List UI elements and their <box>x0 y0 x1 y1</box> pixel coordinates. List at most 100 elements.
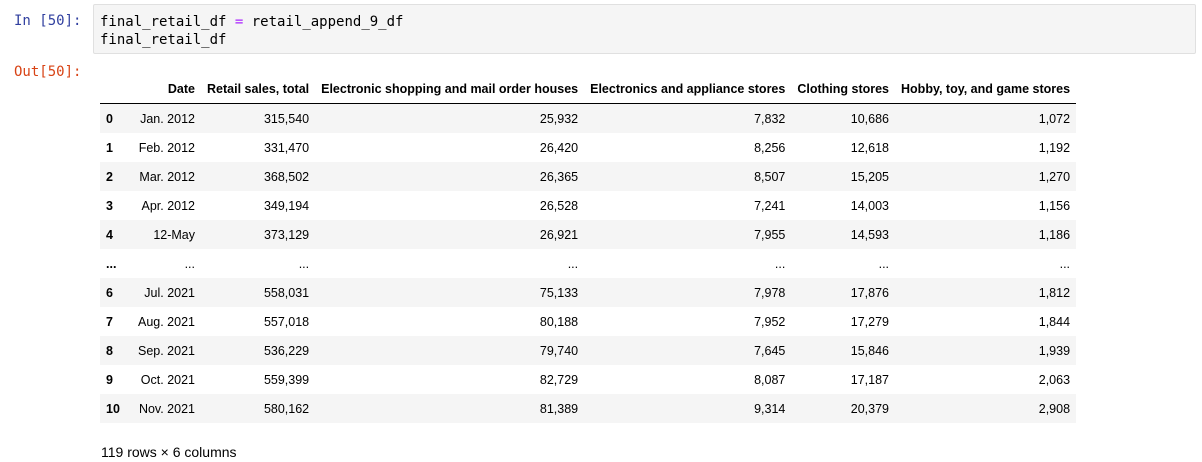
dataframe-table: Date Retail sales, total Electronic shop… <box>100 75 1077 423</box>
row-index: 3 <box>106 198 113 213</box>
table-cell: 315,540 <box>263 111 310 126</box>
table-cell: 558,031 <box>263 285 310 300</box>
table-row: 7 Aug. 2021 557,018 80,188 7,952 17,279 1,844 <box>100 307 1076 336</box>
column-header: Retail sales, total <box>201 75 316 104</box>
table-cell: 368,502 <box>263 169 310 184</box>
table-cell: Oct. 2021 <box>140 372 195 387</box>
table-cell: 12,618 <box>850 140 890 155</box>
table-cell: 331,470 <box>263 140 310 155</box>
row-index: 6 <box>106 285 113 300</box>
table-cell: Mar. 2012 <box>139 169 195 184</box>
table-cell: Apr. 2012 <box>141 198 195 213</box>
row-index: 0 <box>106 111 113 126</box>
table-row: ..................... <box>100 249 1076 278</box>
table-cell: Nov. 2021 <box>138 401 195 416</box>
table-row: 4 12-May 373,129 26,921 7,955 14,593 1,186 <box>100 220 1077 249</box>
row-index: 8 <box>106 343 113 358</box>
table-cell: 1,156 <box>1038 198 1071 213</box>
table-cell: 373,129 <box>263 227 310 242</box>
table-cell: 10,686 <box>850 111 890 126</box>
table-cell: 580,162 <box>263 401 310 416</box>
input-prompt: In [50]: <box>14 13 82 29</box>
row-index: 2 <box>106 169 113 184</box>
table-row: 6 Jul. 2021 558,031 75,133 7,978 17,876 1,812 <box>100 278 1077 307</box>
table-cell: 8,087 <box>754 372 786 387</box>
row-index: 9 <box>106 372 113 387</box>
table-cell: 557,018 <box>263 314 310 329</box>
row-index: 1 <box>106 140 113 155</box>
table-cell: 7,955 <box>754 227 786 242</box>
table-cell: 1,186 <box>1038 227 1071 242</box>
column-header: Electronics and appliance stores <box>584 75 792 104</box>
table-cell: 14,593 <box>850 227 890 242</box>
dataframe-shape-text: 119 rows × 6 columns <box>101 444 237 460</box>
code-operator: = <box>234 14 244 30</box>
table-cell: 25,932 <box>539 111 579 126</box>
table-row: 0 Jan. 2012 315,540 25,932 7,832 10,686 1,072 <box>100 103 1077 133</box>
table-cell: ... <box>298 256 310 271</box>
table-cell: 15,846 <box>850 343 890 358</box>
table-cell: 26,921 <box>539 227 579 242</box>
table-cell: Jan. 2012 <box>140 111 195 126</box>
table-cell: 1,939 <box>1038 343 1071 358</box>
table-cell: ... <box>878 256 890 271</box>
row-index: 4 <box>106 227 113 242</box>
table-cell: 80,188 <box>539 314 579 329</box>
table-cell: 17,876 <box>850 285 890 300</box>
table-cell: 2,063 <box>1038 372 1071 387</box>
row-index: 7 <box>106 314 113 329</box>
table-cell: 1,844 <box>1038 314 1071 329</box>
table-cell: ... <box>184 256 195 271</box>
table-cell: 7,952 <box>754 314 786 329</box>
table-row: 1 Feb. 2012 331,470 26,420 8,256 12,618 1,192 <box>100 133 1076 162</box>
table-cell: 9,314 <box>754 401 786 416</box>
table-row: 3 Apr. 2012 349,194 26,528 7,241 14,003 1,156 <box>100 191 1076 220</box>
table-cell: 2,908 <box>1038 401 1071 416</box>
table-cell: 536,229 <box>263 343 310 358</box>
table-cell: 7,241 <box>754 198 786 213</box>
table-cell: 349,194 <box>263 198 310 213</box>
table-cell: 8,507 <box>754 169 786 184</box>
row-index: ... <box>106 256 117 271</box>
row-index: 10 <box>106 401 120 416</box>
column-header: Hobby, toy, and game stores <box>895 75 1077 104</box>
table-cell: 1,270 <box>1038 169 1071 184</box>
table-cell: ... <box>774 256 786 271</box>
table-cell: 26,420 <box>539 140 579 155</box>
table-cell: 81,389 <box>539 401 579 416</box>
table-row: 8 Sep. 2021 536,229 79,740 7,645 15,846 1,939 <box>100 336 1077 365</box>
column-header: Clothing stores <box>791 75 896 104</box>
table-cell: 20,379 <box>850 401 890 416</box>
table-cell: Jul. 2021 <box>144 285 195 300</box>
table-cell: 79,740 <box>539 343 579 358</box>
code-rhs: retail_append_9_df <box>251 14 404 30</box>
table-cell: 17,187 <box>850 372 890 387</box>
table-cell: 1,192 <box>1038 140 1071 155</box>
table-cell: 1,812 <box>1038 285 1071 300</box>
table-cell: 559,399 <box>263 372 310 387</box>
column-header: Electronic shopping and mail order house… <box>315 75 585 104</box>
table-cell: 26,365 <box>539 169 579 184</box>
table-cell: 12-May <box>153 227 195 242</box>
code-cell-editor[interactable]: final_retail_df = retail_append_9_df fin… <box>93 4 1196 54</box>
header-row: Date Retail sales, total Electronic shop… <box>100 75 1077 104</box>
table-cell: 1,072 <box>1038 111 1071 126</box>
table-cell: ... <box>567 256 579 271</box>
table-cell: Aug. 2021 <box>138 314 195 329</box>
table-cell: 15,205 <box>850 169 890 184</box>
table-cell: 82,729 <box>539 372 579 387</box>
table-cell: 17,279 <box>850 314 890 329</box>
table-cell: 75,133 <box>539 285 579 300</box>
table-cell: 14,003 <box>850 198 890 213</box>
table-cell: Sep. 2021 <box>138 343 195 358</box>
table-cell: 8,256 <box>754 140 786 155</box>
table-cell: 7,832 <box>754 111 786 126</box>
table-cell: Feb. 2012 <box>138 140 195 155</box>
code-variable: final_retail_df <box>100 14 227 30</box>
table-cell: 7,978 <box>754 285 786 300</box>
code-line-2: final_retail_df <box>100 32 227 48</box>
table-row: 9 Oct. 2021 559,399 82,729 8,087 17,187 2,063 <box>100 365 1076 394</box>
table-cell: 7,645 <box>754 343 786 358</box>
output-prompt: Out[50]: <box>14 64 82 80</box>
table-cell: 26,528 <box>539 198 579 213</box>
